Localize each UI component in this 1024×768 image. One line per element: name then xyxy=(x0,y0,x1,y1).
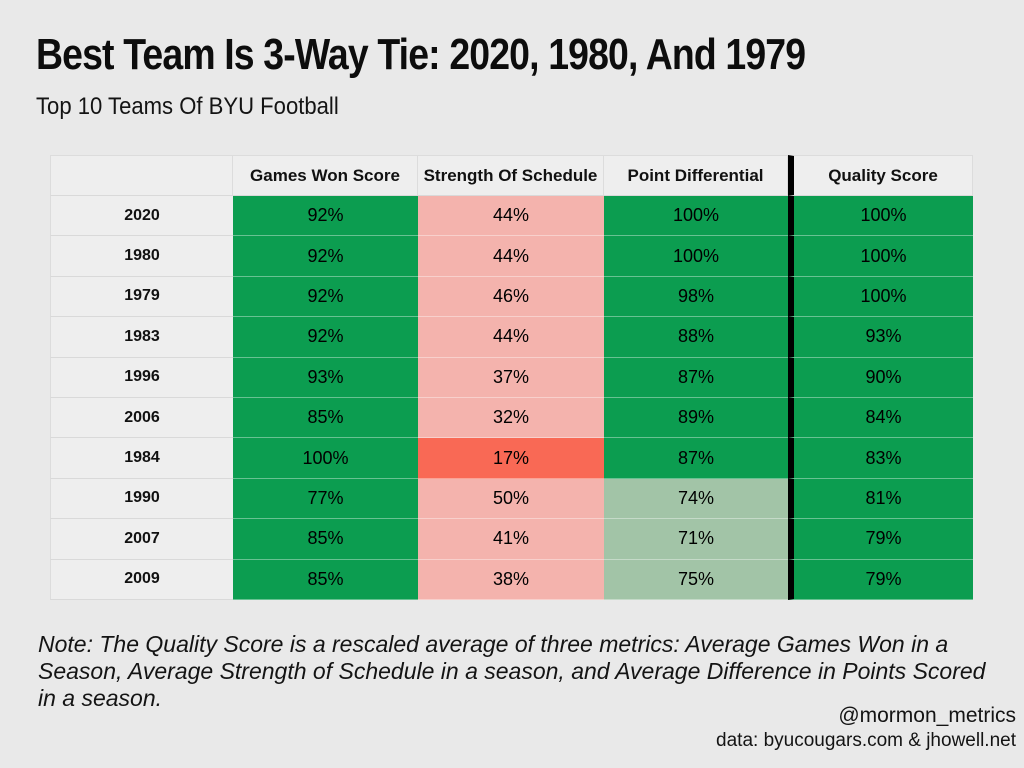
heatmap-cell: 90% xyxy=(788,357,973,398)
heatmap-cell: 92% xyxy=(233,276,418,318)
heatmap-cell: 77% xyxy=(233,478,418,520)
heatmap-cell: 81% xyxy=(788,478,973,520)
attribution: @mormon_metrics data: byucougars.com & j… xyxy=(716,703,1016,753)
heatmap-cell: 100% xyxy=(604,236,788,277)
heatmap-cell: 71% xyxy=(604,519,788,560)
heatmap-cell: 92% xyxy=(233,317,418,358)
heatmap-cell: 87% xyxy=(604,357,788,398)
attribution-handle: @mormon_metrics xyxy=(838,704,1016,727)
heatmap-cell: 85% xyxy=(233,397,418,439)
heatmap-cell: 87% xyxy=(604,438,788,479)
heatmap-cell: 85% xyxy=(233,559,418,600)
heatmap-cell: 93% xyxy=(233,357,418,398)
corner-header-cell xyxy=(50,155,233,196)
heatmap-cell: 100% xyxy=(788,196,973,237)
heatmap-cell: 37% xyxy=(418,357,604,398)
row-year-label: 1983 xyxy=(50,317,233,358)
footnote: Note: The Quality Score is a rescaled av… xyxy=(38,631,986,712)
row-year-label: 1990 xyxy=(50,478,233,520)
heatmap-cell: 92% xyxy=(233,196,418,237)
heatmap-cell: 100% xyxy=(604,196,788,237)
heatmap-cell: 46% xyxy=(418,276,604,318)
heatmap-cell: 83% xyxy=(788,438,973,479)
page-title: Best Team Is 3-Way Tie: 2020, 1980, And … xyxy=(36,30,806,79)
heatmap-cell: 32% xyxy=(418,397,604,439)
heatmap-table: Games Won Score Strength Of Schedule Point… xyxy=(50,155,973,600)
heatmap-cell: 38% xyxy=(418,559,604,600)
heatmap-cell: 44% xyxy=(418,317,604,358)
heatmap-cell: 17% xyxy=(418,438,604,479)
heatmap-cell: 79% xyxy=(788,559,973,600)
row-year-label: 1984 xyxy=(50,438,233,479)
column-header: Point Differential xyxy=(604,155,788,196)
attribution-source: data: byucougars.com & jhowell.net xyxy=(716,730,1016,752)
heatmap-cell: 100% xyxy=(788,236,973,277)
page-subtitle: Top 10 Teams Of BYU Football xyxy=(36,93,339,120)
column-header: Games Won Score xyxy=(233,155,418,196)
heatmap-cell: 98% xyxy=(604,276,788,318)
row-year-label: 1980 xyxy=(50,236,233,277)
heatmap-cell: 44% xyxy=(418,196,604,237)
heatmap-cell: 41% xyxy=(418,519,604,560)
heatmap-cell: 79% xyxy=(788,519,973,560)
heatmap-cell: 93% xyxy=(788,317,973,358)
column-header: Quality Score xyxy=(788,155,973,196)
heatmap-cell: 88% xyxy=(604,317,788,358)
heatmap-cell: 100% xyxy=(233,438,418,479)
heatmap-cell: 50% xyxy=(418,478,604,520)
heatmap-cell: 74% xyxy=(604,478,788,520)
column-header: Strength Of Schedule xyxy=(418,155,604,196)
row-year-label: 2009 xyxy=(50,559,233,600)
row-year-label: 1979 xyxy=(50,276,233,318)
row-year-label: 2020 xyxy=(50,196,233,237)
heatmap-cell: 89% xyxy=(604,397,788,439)
row-year-label: 2006 xyxy=(50,397,233,439)
heatmap-cell: 85% xyxy=(233,519,418,560)
heatmap-cell: 44% xyxy=(418,236,604,277)
heatmap-cell: 84% xyxy=(788,397,973,439)
heatmap-cell: 100% xyxy=(788,276,973,318)
heatmap-cell: 92% xyxy=(233,236,418,277)
row-year-label: 1996 xyxy=(50,357,233,398)
heatmap-cell: 75% xyxy=(604,559,788,600)
row-year-label: 2007 xyxy=(50,519,233,560)
